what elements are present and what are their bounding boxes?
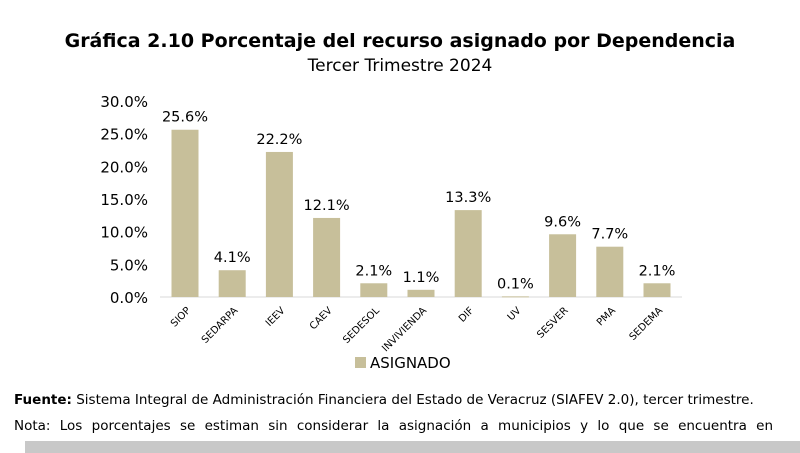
bar-siop — [171, 129, 199, 297]
y-tick-label: 20.0% — [100, 158, 148, 176]
note-line: Nota: Los porcentajes se estiman sin con… — [14, 418, 774, 434]
data-label: 9.6% — [544, 214, 581, 230]
data-label: 4.1% — [214, 250, 251, 266]
source-text: Sistema Integral de Administración Finan… — [71, 392, 754, 408]
page-divider — [25, 441, 800, 453]
x-tick-label: DIF — [457, 305, 477, 325]
bar-sedarpa — [218, 270, 246, 297]
data-label: 12.1% — [304, 198, 350, 214]
bar-sesver — [549, 234, 577, 297]
data-label: 22.2% — [256, 132, 302, 148]
bar-chart: 0.0% 5.0% 10.0% 15.0% 20.0% 25.0% 30.0% 25.6% SI… — [100, 93, 682, 372]
x-tick-label: SESVER — [535, 305, 570, 340]
x-tick-label: SEDESOL — [341, 305, 382, 346]
data-label: 2.1% — [355, 263, 392, 279]
y-tick-label: 30.0% — [100, 93, 148, 111]
y-tick-label: 0.0% — [110, 289, 148, 307]
source-label: Fuente: — [14, 392, 72, 408]
bar-caev — [313, 217, 341, 297]
x-tick-label: IEEV — [264, 305, 288, 329]
y-tick-label: 5.0% — [110, 256, 148, 274]
data-label: 1.1% — [403, 270, 440, 286]
x-tick-label: UV — [506, 305, 524, 323]
x-tick-label: CAEV — [308, 305, 335, 332]
bar-sedesol — [360, 283, 388, 297]
legend-label: ASIGNADO — [370, 354, 451, 372]
bar-uv — [501, 296, 529, 298]
data-label: 0.1% — [497, 276, 534, 292]
y-tick-label: 25.0% — [100, 126, 148, 144]
x-tick-label: INVIVIENDA — [380, 305, 429, 354]
data-label: 25.6% — [162, 110, 208, 126]
x-tick-label: SEDARPA — [200, 305, 241, 346]
data-label: 13.3% — [445, 190, 491, 206]
source-line: Fuente: Sistema Integral de Administraci… — [14, 392, 754, 408]
bar-pma — [596, 246, 624, 297]
y-tick-label: 10.0% — [100, 224, 148, 242]
x-tick-label: SIOP — [169, 305, 193, 329]
data-label: 7.7% — [591, 227, 628, 243]
x-tick-label: PMA — [595, 305, 618, 328]
bar-ieev — [265, 151, 293, 297]
x-tick-label: SEDEMA — [628, 305, 666, 343]
bar-dif — [454, 210, 482, 297]
chart-subtitle: Tercer Trimestre 2024 — [307, 56, 493, 76]
bar-invivienda — [407, 289, 435, 297]
bar-sedema — [643, 283, 671, 297]
y-tick-label: 15.0% — [100, 191, 148, 209]
data-label: 2.1% — [639, 263, 676, 279]
legend-swatch — [355, 357, 366, 368]
chart-title: Gráfica 2.10 Porcentaje del recurso asig… — [64, 30, 736, 52]
